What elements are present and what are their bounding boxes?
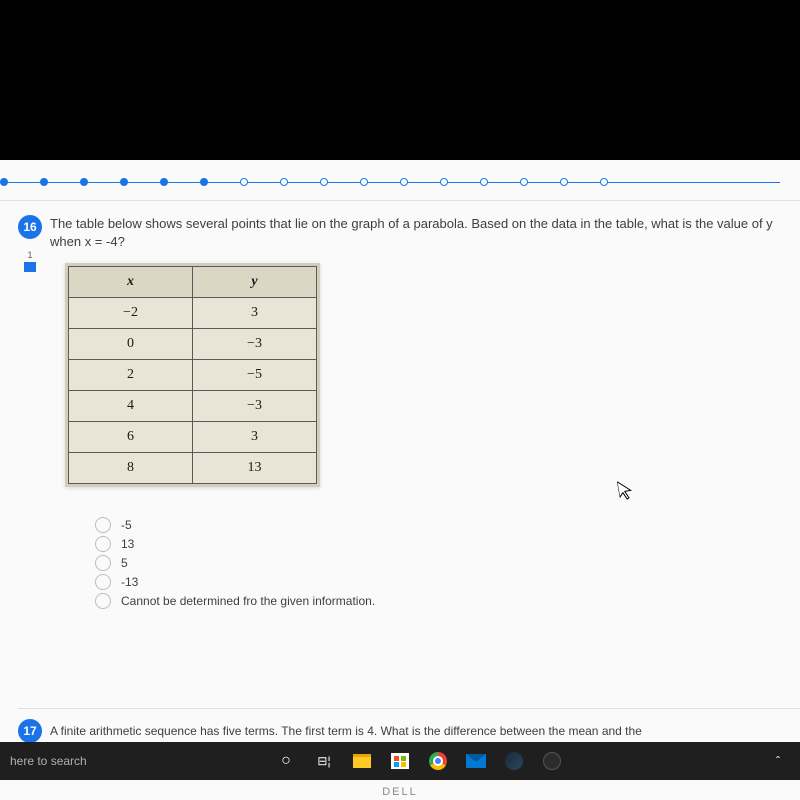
answer-options: -5 13 5 -13 Cannot be determined fro the… bbox=[95, 517, 780, 609]
progress-dot-filled[interactable] bbox=[40, 178, 48, 186]
table-cell: 3 bbox=[193, 298, 317, 329]
progress-dots bbox=[0, 178, 608, 186]
progress-dot-filled[interactable] bbox=[80, 178, 88, 186]
mail-icon[interactable] bbox=[464, 749, 488, 773]
table-cell: −3 bbox=[193, 391, 317, 422]
table-header-x: x bbox=[69, 267, 193, 298]
answer-label: -5 bbox=[121, 518, 132, 532]
table-cell: 6 bbox=[69, 422, 193, 453]
dell-logo: DELL bbox=[382, 786, 418, 798]
screen-area: 16 1 The table below shows several point… bbox=[0, 160, 800, 800]
progress-dot-empty[interactable] bbox=[400, 178, 408, 186]
progress-dot-filled[interactable] bbox=[120, 178, 128, 186]
progress-dot-empty[interactable] bbox=[360, 178, 368, 186]
answer-label: 13 bbox=[121, 537, 134, 551]
data-table-container: x y −23 0−3 2−5 4−3 63 813 bbox=[65, 263, 320, 487]
answer-label: -13 bbox=[121, 575, 138, 589]
table-header-y: y bbox=[193, 267, 317, 298]
file-explorer-icon[interactable] bbox=[350, 749, 374, 773]
question-16: 16 1 The table below shows several point… bbox=[0, 215, 800, 612]
table-cell: −2 bbox=[69, 298, 193, 329]
progress-dot-empty[interactable] bbox=[240, 178, 248, 186]
app-icon[interactable] bbox=[540, 749, 564, 773]
table-cell: 3 bbox=[193, 422, 317, 453]
progress-dot-filled[interactable] bbox=[200, 178, 208, 186]
progress-dot-filled[interactable] bbox=[160, 178, 168, 186]
progress-dot-filled[interactable] bbox=[0, 178, 8, 186]
steam-icon[interactable] bbox=[502, 749, 526, 773]
radio-icon bbox=[95, 574, 111, 590]
progress-dot-empty[interactable] bbox=[480, 178, 488, 186]
progress-dot-empty[interactable] bbox=[520, 178, 528, 186]
question-number-badge: 17 bbox=[18, 719, 42, 743]
question-text: A finite arithmetic sequence has five te… bbox=[50, 724, 642, 738]
table-cell: 0 bbox=[69, 329, 193, 360]
data-table: x y −23 0−3 2−5 4−3 63 813 bbox=[68, 266, 317, 484]
table-cell: 4 bbox=[69, 391, 193, 422]
flag-icon bbox=[24, 262, 36, 272]
progress-dot-empty[interactable] bbox=[320, 178, 328, 186]
divider bbox=[0, 200, 800, 201]
answer-option[interactable]: -13 bbox=[95, 574, 780, 590]
taskbar-icons: ○ ⊟¦ bbox=[274, 749, 564, 773]
radio-icon bbox=[95, 536, 111, 552]
table-cell: −3 bbox=[193, 329, 317, 360]
answer-label: 5 bbox=[121, 556, 128, 570]
progress-dot-empty[interactable] bbox=[440, 178, 448, 186]
system-tray-expand-icon[interactable]: ˆ bbox=[776, 754, 780, 768]
progress-dot-empty[interactable] bbox=[600, 178, 608, 186]
answer-option[interactable]: Cannot be determined fro the given infor… bbox=[95, 593, 780, 609]
table-cell: 13 bbox=[193, 453, 317, 484]
answer-option[interactable]: 13 bbox=[95, 536, 780, 552]
chrome-icon[interactable] bbox=[426, 749, 450, 773]
comment-count[interactable]: 1 bbox=[22, 250, 38, 272]
progress-dot-empty[interactable] bbox=[280, 178, 288, 186]
question-text: The table below shows several points tha… bbox=[50, 215, 780, 251]
progress-dot-empty[interactable] bbox=[560, 178, 568, 186]
progress-bar bbox=[0, 172, 780, 192]
windows-taskbar: here to search ○ ⊟¦ ˆ bbox=[0, 742, 800, 780]
question-17: 17 A finite arithmetic sequence has five… bbox=[18, 708, 800, 743]
answer-label: Cannot be determined fro the given infor… bbox=[121, 594, 375, 608]
table-cell: −5 bbox=[193, 360, 317, 391]
cortana-icon[interactable]: ○ bbox=[274, 749, 298, 773]
taskbar-search[interactable]: here to search bbox=[4, 754, 154, 768]
radio-icon bbox=[95, 593, 111, 609]
answer-option[interactable]: -5 bbox=[95, 517, 780, 533]
question-number-badge: 16 bbox=[18, 215, 42, 239]
radio-icon bbox=[95, 555, 111, 571]
radio-icon bbox=[95, 517, 111, 533]
answer-option[interactable]: 5 bbox=[95, 555, 780, 571]
store-icon[interactable] bbox=[388, 749, 412, 773]
table-cell: 8 bbox=[69, 453, 193, 484]
table-cell: 2 bbox=[69, 360, 193, 391]
taskview-icon[interactable]: ⊟¦ bbox=[312, 749, 336, 773]
